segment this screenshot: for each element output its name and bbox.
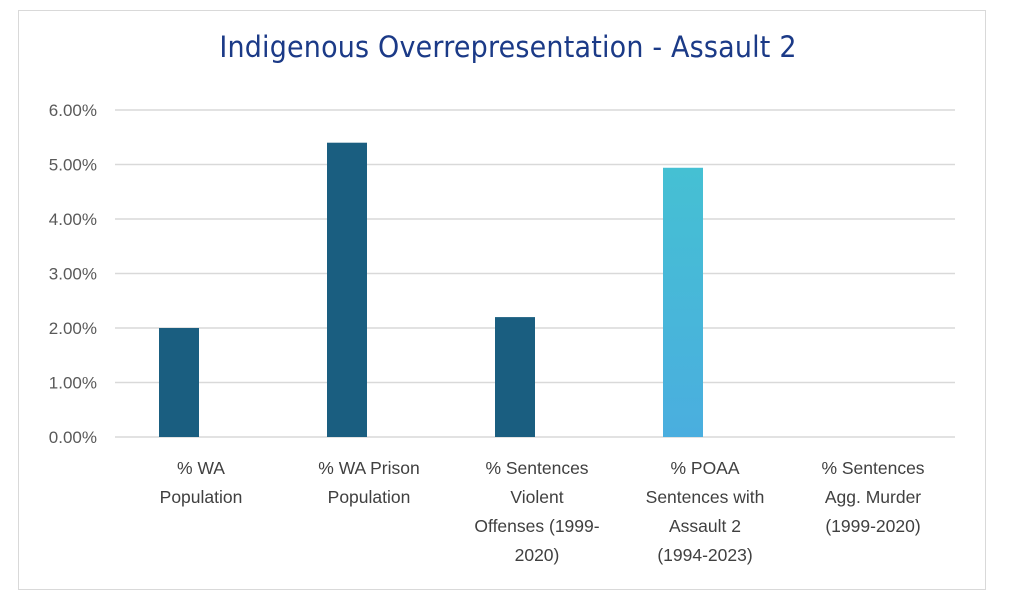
x-category-label: Population	[160, 487, 243, 507]
x-category-label: 2020)	[515, 545, 560, 565]
x-category-label: % Sentences	[485, 458, 588, 478]
y-tick-label: 6.00%	[49, 101, 97, 120]
bar	[663, 167, 703, 437]
x-category-label: Agg. Murder	[825, 487, 921, 507]
x-category-label: Sentences with	[646, 487, 765, 507]
x-category-label: Offenses (1999-	[474, 516, 599, 536]
chart-frame	[18, 10, 986, 590]
y-tick-label: 2.00%	[49, 319, 97, 338]
y-tick-label: 1.00%	[49, 374, 97, 393]
y-tick-label: 5.00%	[49, 156, 97, 175]
x-category-label: % Sentences	[821, 458, 924, 478]
x-category-label: % WA Prison	[318, 458, 419, 478]
x-category-label: Population	[328, 487, 411, 507]
chart-title: Indigenous Overrepresentation - Assault …	[219, 30, 797, 64]
bar	[495, 317, 535, 437]
x-category-label: (1994-2023)	[657, 545, 752, 565]
y-tick-label: 3.00%	[49, 265, 97, 284]
y-tick-label: 0.00%	[49, 428, 97, 447]
x-category-label: % POAA	[670, 458, 739, 478]
x-category-label: % WA	[177, 458, 225, 478]
bar	[327, 142, 367, 437]
x-category-label: Assault 2	[669, 516, 741, 536]
y-tick-label: 4.00%	[49, 210, 97, 229]
x-category-label: (1999-2020)	[825, 516, 920, 536]
x-category-label: Violent	[510, 487, 563, 507]
bar	[159, 328, 199, 437]
